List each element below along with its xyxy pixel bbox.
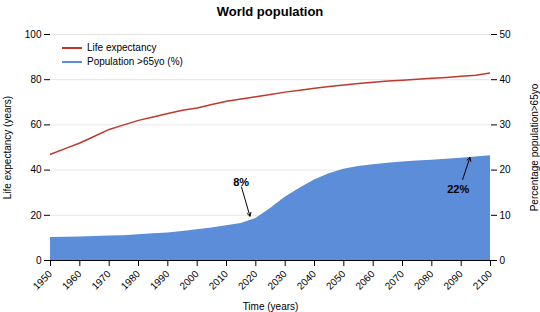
html-text:Population >65yo (%): Population >65yo (%): [87, 56, 183, 67]
svg-text:2080: 2080: [412, 268, 436, 292]
svg-text:2050: 2050: [324, 268, 348, 292]
html-text:Life expectancy: Life expectancy: [87, 42, 157, 53]
svg-text:40: 40: [500, 74, 512, 85]
svg-text:Time (years): Time (years): [243, 301, 299, 312]
svg-text:100: 100: [25, 29, 42, 40]
svg-text:20: 20: [30, 210, 42, 221]
svg-text:0: 0: [36, 255, 42, 266]
svg-text:2060: 2060: [353, 268, 377, 292]
html-text:World population: World population: [216, 4, 324, 19]
svg-text:1960: 1960: [60, 268, 84, 292]
svg-text:2090: 2090: [441, 268, 465, 292]
svg-text:20: 20: [500, 164, 512, 175]
svg-text:1990: 1990: [148, 268, 172, 292]
svg-text:Life expectancy (years): Life expectancy (years): [2, 96, 13, 199]
svg-text:30: 30: [500, 119, 512, 130]
svg-text:0: 0: [500, 255, 506, 266]
svg-text:2040: 2040: [295, 268, 319, 292]
svg-text:1970: 1970: [89, 268, 113, 292]
svg-text:2010: 2010: [207, 268, 231, 292]
svg-text:80: 80: [30, 74, 42, 85]
svg-text:10: 10: [500, 210, 512, 221]
svg-text:8%: 8%: [233, 176, 249, 188]
svg-text:1980: 1980: [119, 268, 143, 292]
svg-text:2000: 2000: [177, 268, 201, 292]
svg-text:2020: 2020: [236, 268, 260, 292]
svg-text:22%: 22%: [447, 183, 469, 195]
svg-text:60: 60: [30, 119, 42, 130]
svg-text:Percentage population>65yo: Percentage population>65yo: [529, 83, 540, 211]
svg-text:2070: 2070: [383, 268, 407, 292]
svg-text:1950: 1950: [31, 268, 55, 292]
svg-text:50: 50: [500, 29, 512, 40]
svg-text:40: 40: [30, 164, 42, 175]
svg-text:2030: 2030: [265, 268, 289, 292]
svg-text:2100: 2100: [471, 268, 495, 292]
